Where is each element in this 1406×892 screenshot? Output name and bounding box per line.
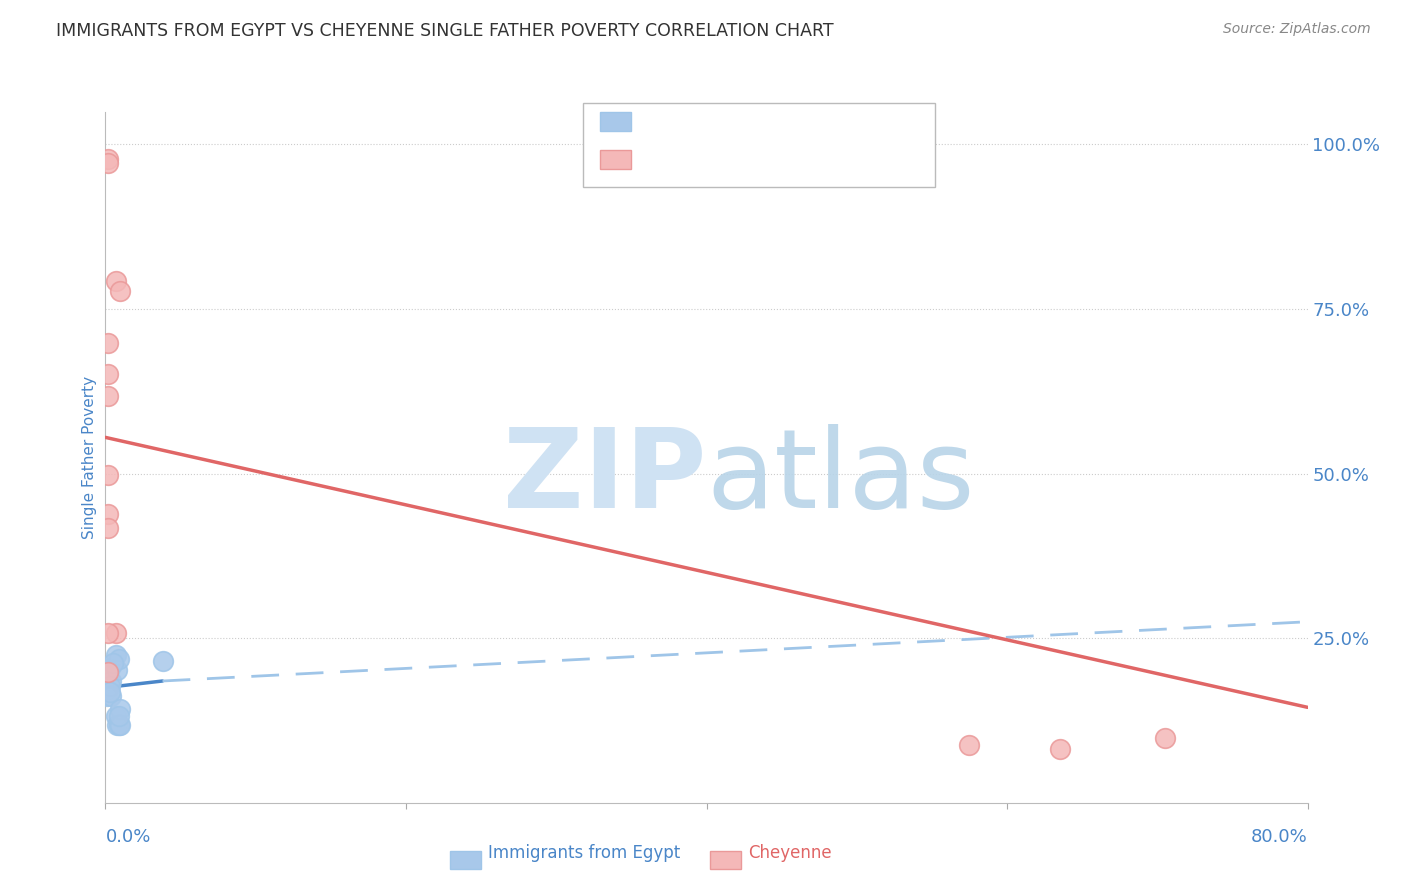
Point [104, 709, 127, 723]
Text: IMMIGRANTS FROM EGYPT VS CHEYENNE SINGLE FATHER POVERTY CORRELATION CHART: IMMIGRANTS FROM EGYPT VS CHEYENNE SINGLE… [56, 22, 834, 40]
Point [97, 626, 120, 640]
Point [98, 679, 121, 693]
Text: 0.0%: 0.0% [105, 828, 150, 846]
Point [97, 467, 120, 482]
Point [98, 685, 121, 699]
Point [110, 718, 132, 732]
Point [100, 689, 122, 703]
Point [1153, 731, 1175, 746]
Point [107, 718, 129, 732]
Point [97, 367, 120, 381]
Point [97, 508, 120, 522]
Text: Source: ZipAtlas.com: Source: ZipAtlas.com [1223, 22, 1371, 37]
Text: R = -0.428   N = 16: R = -0.428 N = 16 [640, 153, 803, 170]
Point [100, 673, 122, 688]
Text: R =  0.065   N = 19: R = 0.065 N = 19 [640, 114, 801, 132]
Point [152, 654, 174, 668]
Point [98, 661, 121, 675]
Point [104, 274, 127, 288]
Text: atlas: atlas [707, 425, 974, 532]
Point [959, 738, 981, 752]
Point [97, 663, 120, 677]
Point [97, 389, 120, 403]
Text: Immigrants from Egypt: Immigrants from Egypt [488, 844, 681, 862]
Point [108, 718, 131, 732]
Point [97, 665, 120, 680]
Text: 80.0%: 80.0% [1251, 828, 1308, 846]
Point [1049, 741, 1071, 756]
Point [97, 156, 120, 170]
Point [108, 709, 131, 723]
Point [101, 657, 124, 671]
Point [97, 336, 120, 351]
Y-axis label: Single Father Poverty: Single Father Poverty [82, 376, 97, 539]
Point [107, 663, 129, 677]
Point [104, 626, 127, 640]
Point [110, 702, 132, 716]
Point [97, 152, 120, 166]
Point [110, 284, 132, 298]
Point [108, 652, 131, 666]
Point [96, 682, 118, 697]
Point [104, 648, 127, 662]
Point [96, 689, 118, 703]
Point [97, 520, 120, 534]
Text: ZIP: ZIP [503, 425, 707, 532]
Text: Cheyenne: Cheyenne [748, 844, 831, 862]
